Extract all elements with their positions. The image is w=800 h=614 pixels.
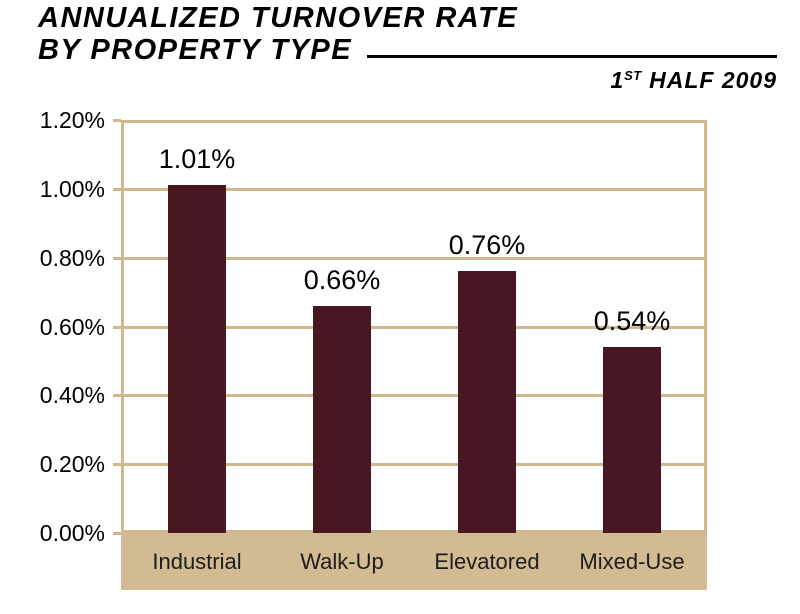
gridline [124,463,704,466]
bar-walk-up [313,306,371,533]
y-axis-tick [113,257,121,260]
subtitle-rest: HALF 2009 [641,67,777,93]
subtitle-number: 1 [610,67,625,93]
gridline [124,326,704,329]
y-axis-tick-label: 0.00% [39,520,105,546]
bar-mixed-use [603,347,661,533]
y-axis-tick-label: 0.40% [39,382,105,408]
chart-subtitle: 1ST HALF 2009 [610,67,777,94]
chart-title-line2: BY PROPERTY TYPE [38,34,353,66]
chart-title-line1: ANNUALIZED TURNOVER RATE [38,2,519,34]
category-label: Elevatored [434,549,540,574]
category-axis-band: Industrial Walk-Up Elevatored Mixed-Use [121,533,707,590]
bar-value-label: 0.54% [593,306,671,336]
bar-value-label: 0.66% [303,265,381,295]
y-axis-tick-label: 0.80% [39,245,105,271]
gridline [124,394,704,397]
y-axis-tick [113,188,121,191]
category-label: Walk-Up [300,549,384,574]
y-axis-tick [113,463,121,466]
gridline [124,120,704,123]
gridline [124,530,704,533]
category-label: Industrial [152,549,242,574]
y-axis-tick [113,326,121,329]
category-label: Mixed-Use [579,549,685,574]
bar-industrial [168,185,226,533]
y-axis-tick [113,394,121,397]
y-axis-tick-label: 1.20% [39,107,105,133]
bar-value-label: 0.76% [448,230,526,260]
chart-title: ANNUALIZED TURNOVER RATE BY PROPERTY TYP… [38,2,518,66]
gridline [124,188,704,191]
subtitle-ordinal-superscript: ST [624,68,642,83]
plot-area [121,120,707,533]
y-axis-tick [113,119,121,122]
y-axis-tick-label: 1.00% [39,176,105,202]
y-axis-tick-label: 0.20% [39,451,105,477]
y-axis-tick-label: 0.60% [39,314,105,340]
y-axis-tick [113,532,121,535]
bar-value-label: 1.01% [158,144,236,174]
title-underline-rule [367,55,777,58]
gridline [124,257,704,260]
bar-elevatored [458,271,516,533]
